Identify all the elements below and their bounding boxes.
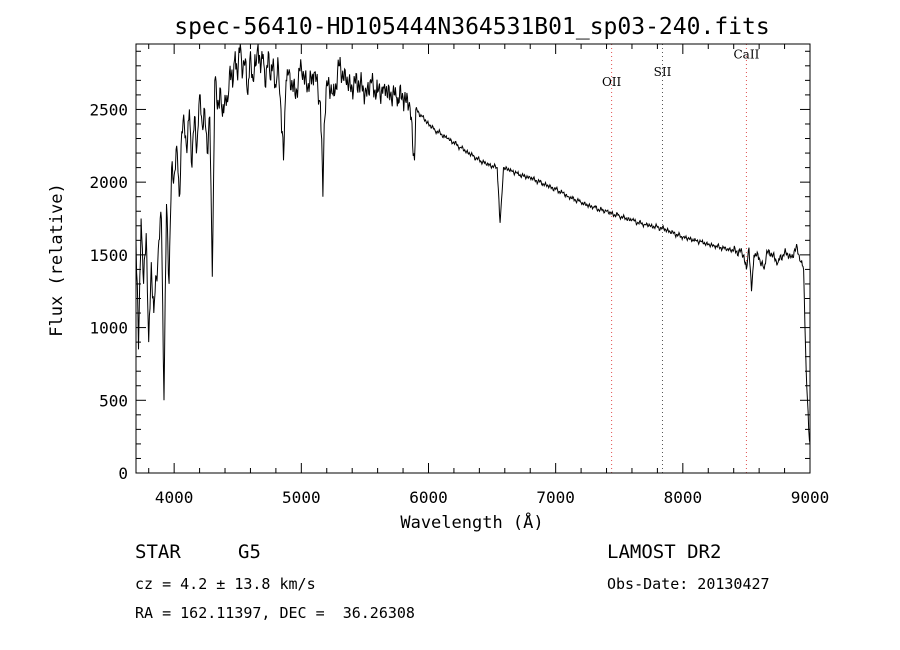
x-tick-label: 7000 bbox=[536, 488, 575, 507]
line-label-caii: CaII bbox=[734, 48, 760, 62]
y-tick-label: 2500 bbox=[89, 100, 128, 119]
x-tick-label: 6000 bbox=[409, 488, 448, 507]
redshift-value: cz = 4.2 ± 13.8 km/s bbox=[135, 575, 316, 593]
x-tick-label: 8000 bbox=[664, 488, 703, 507]
x-axis-label: Wavelength (Å) bbox=[400, 511, 543, 533]
y-tick-label: 2000 bbox=[89, 173, 128, 192]
object-class: STAR bbox=[135, 541, 181, 563]
y-axis-label: Flux (relative) bbox=[47, 183, 67, 337]
x-tick-label: 5000 bbox=[282, 488, 321, 507]
obs-date: Obs-Date: 20130427 bbox=[607, 575, 770, 593]
line-label-oii: OII bbox=[602, 75, 622, 89]
line-label-sii: SII bbox=[654, 65, 672, 79]
x-tick-label: 4000 bbox=[155, 488, 194, 507]
y-tick-label: 1000 bbox=[89, 319, 128, 338]
line-markers: OII SII CaII bbox=[602, 44, 760, 473]
chart-title: spec-56410-HD105444N364531B01_sp03-240.f… bbox=[174, 14, 769, 40]
survey-name: LAMOST DR2 bbox=[607, 541, 722, 563]
spectrum-line bbox=[135, 43, 811, 444]
axis-ticks: 4000 5000 6000 7000 8000 9000 0 500 1000 1500 2000… bbox=[89, 44, 829, 507]
x-tick-label: 9000 bbox=[791, 488, 830, 507]
coordinates: RA = 162.11397, DEC = 36.26308 bbox=[135, 604, 415, 622]
y-tick-label: 0 bbox=[118, 464, 128, 483]
y-tick-label: 1500 bbox=[89, 246, 128, 265]
object-subclass: G5 bbox=[238, 541, 261, 563]
plot-frame bbox=[135, 43, 811, 474]
y-tick-label: 500 bbox=[99, 391, 128, 410]
